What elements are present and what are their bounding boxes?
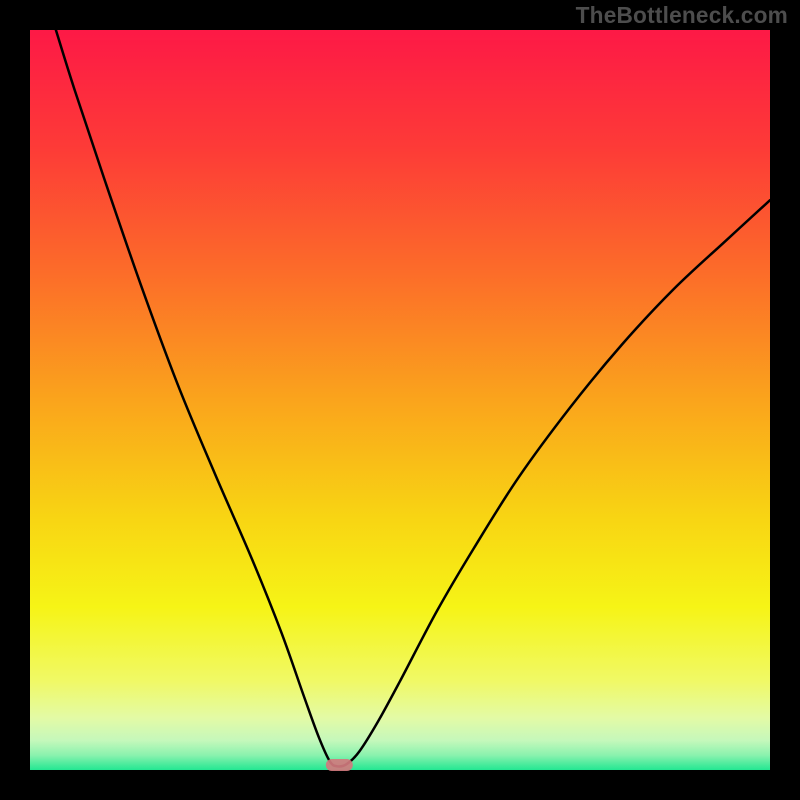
minimum-marker — [0, 0, 800, 800]
watermark-text: TheBottleneck.com — [576, 2, 788, 29]
chart-frame: TheBottleneck.com — [0, 0, 800, 800]
